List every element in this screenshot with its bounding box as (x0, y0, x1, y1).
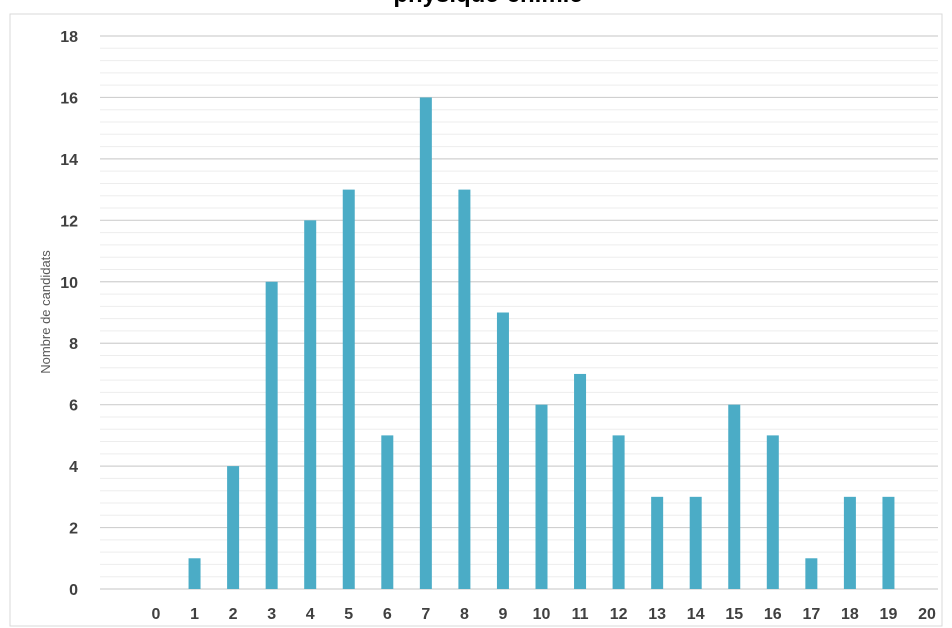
bar (419, 97, 432, 589)
x-tick-label: 12 (610, 606, 628, 623)
bar (496, 312, 509, 589)
x-tick-label: 3 (267, 606, 276, 623)
bar (458, 189, 471, 589)
y-tick-label: 6 (69, 398, 78, 415)
x-tick-label: 2 (229, 606, 238, 623)
bar (381, 435, 394, 589)
chart-border (9, 13, 943, 627)
bar (882, 496, 895, 589)
bar (728, 404, 741, 589)
x-tick-label: 19 (880, 606, 898, 623)
bar (188, 558, 201, 589)
y-tick-label: 10 (60, 275, 78, 292)
bar (574, 373, 587, 589)
x-tick-label: 15 (725, 606, 743, 623)
y-tick-label: 0 (69, 582, 78, 599)
bar (342, 189, 355, 589)
x-tick-label: 0 (152, 606, 161, 623)
bar (304, 220, 317, 590)
y-axis-title: Nombre de candidats (38, 250, 53, 374)
x-tick-label: 11 (572, 606, 589, 623)
x-tick-label: 7 (421, 606, 430, 623)
bar (651, 496, 664, 589)
y-tick-label: 12 (60, 213, 78, 230)
x-tick-label: 18 (841, 606, 859, 623)
grid-lines (100, 35, 938, 590)
y-tick-label: 16 (60, 90, 78, 107)
bar (843, 496, 856, 589)
y-tick-label: 2 (69, 521, 78, 538)
y-tick-label: 4 (69, 459, 78, 476)
bar (766, 435, 779, 589)
x-tick-label: 10 (533, 606, 551, 623)
x-tick-label: 14 (687, 606, 705, 623)
y-axis-ticks: 0 2 4 6 8 10 12 14 16 18 (60, 29, 78, 599)
bar (227, 466, 240, 589)
x-tick-label: 6 (383, 606, 392, 623)
x-tick-label: 8 (460, 606, 469, 623)
x-tick-label: 16 (764, 606, 782, 623)
x-tick-label: 20 (918, 606, 936, 623)
bar (805, 558, 818, 589)
chart-title: physique-chimie (393, 0, 582, 8)
bar (689, 496, 702, 589)
x-tick-label: 13 (648, 606, 666, 623)
x-tick-label: 4 (306, 606, 315, 623)
y-tick-label: 8 (69, 336, 78, 353)
y-tick-label: 14 (60, 152, 78, 169)
bar (535, 404, 548, 589)
x-tick-label: 9 (498, 606, 507, 623)
bar (612, 435, 625, 589)
x-tick-label: 5 (344, 606, 353, 623)
bars (188, 97, 895, 590)
x-tick-label: 17 (802, 606, 820, 623)
x-tick-label: 1 (190, 606, 199, 623)
y-tick-label: 18 (60, 29, 78, 46)
bar (265, 281, 278, 589)
x-axis-ticks: 0 1 2 3 4 5 6 7 8 9 10 11 12 13 14 15 16 17 18 19 20 (152, 606, 936, 623)
